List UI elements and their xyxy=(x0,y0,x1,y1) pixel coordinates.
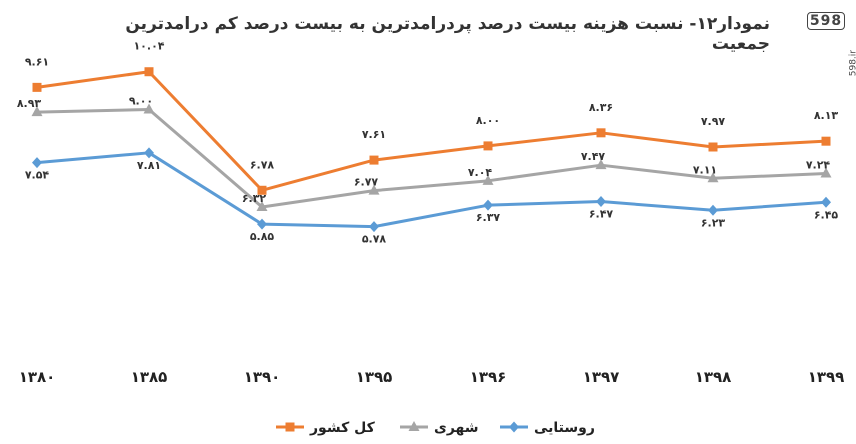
series-2-point-2 xyxy=(257,218,267,230)
series-2-point-3 xyxy=(369,221,379,233)
series-1-data-label-2: ۶.۳۲ xyxy=(242,192,267,205)
series-line-0 xyxy=(36,70,827,192)
series-1-data-label-6: ۷.۱۱ xyxy=(693,163,717,176)
legend-marker-0 xyxy=(285,422,295,432)
series-2-data-label-3: ۵.۷۸ xyxy=(362,233,387,246)
chart-title: نمودار۱۲- نسبت هزینه بیست درصد پردرامدتر… xyxy=(125,14,770,54)
series-1-data-label-7: ۷.۲۴ xyxy=(806,159,831,172)
series-0-data-label-1: ۱۰.۰۴ xyxy=(133,40,164,53)
series-2-point-6 xyxy=(708,204,718,216)
series-1-point-2 xyxy=(256,201,268,211)
series-0-data-label-5: ۸.۳۶ xyxy=(589,101,613,114)
series-1-data-label-3: ۶.۷۷ xyxy=(354,176,379,189)
series-0-data-label-4: ۸.۰۰ xyxy=(476,114,500,127)
series-2-point-1 xyxy=(144,147,154,159)
series-0-data-label-6: ۷.۹۷ xyxy=(701,115,726,128)
series-1-point-5 xyxy=(595,159,607,170)
x-tick-label-7: ۱۳۹۹ xyxy=(808,368,845,386)
series-0-data-label-3: ۷.۶۱ xyxy=(362,128,386,141)
series-0-data-label-7: ۸.۱۳ xyxy=(814,109,839,122)
series-0-point-5 xyxy=(596,128,606,138)
series-1-data-label-5: ۷.۴۷ xyxy=(581,150,606,163)
x-tick-label-4: ۱۳۹۶ xyxy=(470,368,507,386)
series-2-point-0 xyxy=(32,157,42,169)
x-tick-label-6: ۱۳۹۸ xyxy=(695,368,732,386)
series-2-data-label-4: ۶.۳۷ xyxy=(476,211,501,224)
series-1-data-label-1: ۹.۰۰ xyxy=(129,95,153,108)
series-1-point-0 xyxy=(31,106,43,117)
series-0-data-label-0: ۹.۶۱ xyxy=(25,55,49,68)
series-1-point-7 xyxy=(820,167,832,178)
series-0-point-2 xyxy=(257,185,267,195)
series-2-data-label-7: ۶.۴۵ xyxy=(814,208,839,221)
series-0-point-4 xyxy=(483,141,493,151)
x-tick-label-3: ۱۳۹۵ xyxy=(356,368,393,386)
x-tick-label-1: ۱۳۸۵ xyxy=(131,368,168,386)
series-2-point-7 xyxy=(821,196,831,208)
legend-marker-2 xyxy=(509,421,519,433)
series-0-point-7 xyxy=(821,136,831,146)
series-2-data-label-5: ۶.۴۷ xyxy=(589,208,614,221)
x-tick-label-5: ۱۳۹۷ xyxy=(583,368,620,386)
series-1-point-1 xyxy=(143,103,155,114)
brand-logo: 598 598.ir xyxy=(806,10,856,76)
legend-label-1: شهری xyxy=(434,420,479,436)
series-0-point-1 xyxy=(144,67,154,77)
series-2-data-label-6: ۶.۲۳ xyxy=(701,216,726,229)
series-line-2 xyxy=(36,151,827,229)
x-tick-label-2: ۱۳۹۰ xyxy=(244,368,281,386)
series-1-data-label-4: ۷.۰۴ xyxy=(468,166,493,179)
series-0-point-6 xyxy=(708,142,718,152)
legend-marker-1 xyxy=(408,421,420,431)
series-1-point-6 xyxy=(707,172,719,183)
x-tick-label-0: ۱۳۸۰ xyxy=(19,368,56,386)
series-0-point-3 xyxy=(369,155,379,165)
series-2-data-label-2: ۵.۸۵ xyxy=(250,230,275,243)
series-2-data-label-0: ۷.۵۴ xyxy=(25,169,50,182)
legend-label-2: روستایی xyxy=(534,420,595,436)
series-2-data-label-1: ۷.۸۱ xyxy=(137,159,161,172)
series-0-data-label-2: ۶.۷۸ xyxy=(250,158,275,171)
series-1-data-label-0: ۸.۹۳ xyxy=(17,97,42,110)
series-2-point-5 xyxy=(596,196,606,208)
brand-logo-mark: 598 xyxy=(806,12,846,30)
series-2-point-4 xyxy=(483,199,493,211)
series-1-point-3 xyxy=(368,184,380,195)
legend-label-0: کل کشور xyxy=(309,420,376,436)
series-line-1 xyxy=(36,108,827,209)
series-0-point-0 xyxy=(32,82,42,92)
series-1-point-4 xyxy=(482,174,494,185)
